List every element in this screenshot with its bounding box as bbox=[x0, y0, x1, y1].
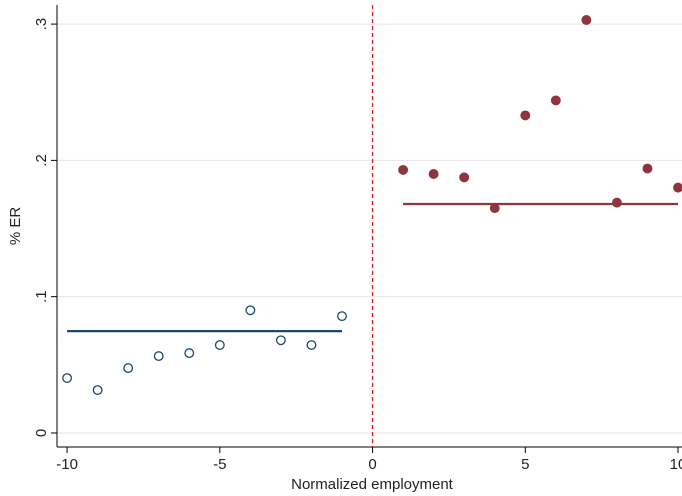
x-tick-label: -10 bbox=[56, 456, 78, 473]
point bbox=[520, 110, 531, 121]
point bbox=[581, 15, 592, 25]
point bbox=[550, 95, 561, 106]
point bbox=[673, 182, 682, 193]
point bbox=[611, 197, 622, 208]
point bbox=[337, 311, 347, 322]
point bbox=[245, 305, 256, 316]
point bbox=[153, 351, 164, 362]
y-tick-label: .1 bbox=[33, 290, 50, 303]
point bbox=[62, 373, 73, 383]
point bbox=[398, 164, 409, 175]
x-tick-label: 0 bbox=[368, 456, 376, 473]
point bbox=[459, 172, 470, 183]
y-tick-label: .2 bbox=[33, 154, 50, 167]
y-tick-label: .3 bbox=[33, 18, 50, 31]
y-axis-title: % ER bbox=[7, 207, 24, 246]
point bbox=[123, 363, 134, 374]
point bbox=[92, 385, 103, 395]
point bbox=[489, 203, 500, 214]
x-tick-label: 10 bbox=[670, 456, 682, 473]
point bbox=[428, 169, 439, 179]
point bbox=[275, 335, 286, 346]
point bbox=[214, 340, 225, 351]
point bbox=[184, 348, 195, 359]
x-tick-label: -5 bbox=[213, 456, 226, 473]
y-tick-label: 0 bbox=[33, 429, 50, 437]
point bbox=[642, 163, 653, 174]
x-axis-title: Normalized employment bbox=[291, 476, 454, 493]
x-tick-label: 5 bbox=[521, 456, 529, 473]
point bbox=[306, 340, 317, 351]
